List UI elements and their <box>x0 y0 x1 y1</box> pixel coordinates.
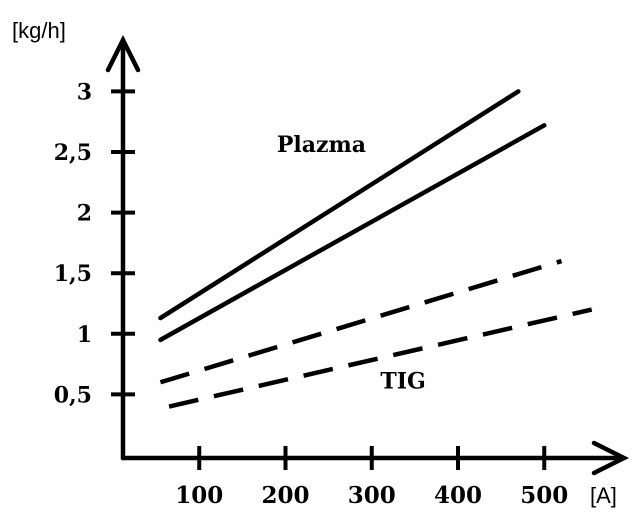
y-axis-arrow <box>105 34 141 73</box>
y-ticks: 0,5 1 1,5 2 2,5 3 <box>54 79 135 408</box>
annotation-label: TIG <box>380 368 425 394</box>
y-tick-label: 2 <box>77 201 92 227</box>
series-line-1 <box>158 89 521 321</box>
series-line-2 <box>158 123 547 343</box>
series-line-3 <box>159 258 563 385</box>
annotations: Plazma TIG <box>277 132 426 394</box>
x-tick-label: 500 <box>520 482 568 509</box>
x-tick-label: 200 <box>261 482 309 509</box>
y-tick-label: 2,5 <box>54 140 92 166</box>
axes <box>105 34 630 476</box>
x-axis-arrow <box>591 440 630 476</box>
y-tick-label: 1,5 <box>54 261 92 287</box>
x-ticks: 100 200 300 400 500 <box>175 446 568 509</box>
annotation-label: Plazma <box>277 132 366 158</box>
x-axis-label: [A] <box>590 483 617 508</box>
y-tick-label: 0,5 <box>54 382 92 408</box>
x-tick-label: 300 <box>348 482 396 509</box>
y-tick-label: 3 <box>77 79 92 105</box>
y-axis-label: [kg/h] <box>12 18 66 43</box>
x-tick-label: 100 <box>175 482 223 509</box>
y-tick-label: 1 <box>77 322 92 348</box>
series-lines <box>158 89 593 409</box>
x-tick-label: 400 <box>434 482 482 509</box>
series-line-4 <box>168 307 593 409</box>
